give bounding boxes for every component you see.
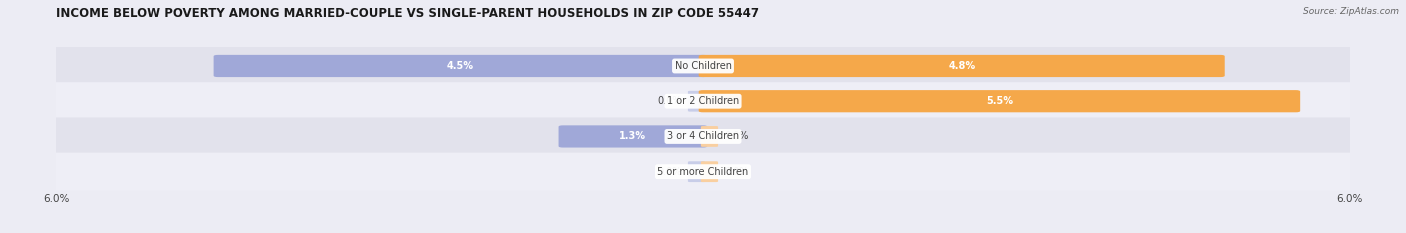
Text: 0.0%: 0.0%: [657, 96, 682, 106]
FancyBboxPatch shape: [688, 91, 706, 112]
FancyBboxPatch shape: [39, 117, 1367, 155]
FancyBboxPatch shape: [699, 55, 1225, 77]
Text: Source: ZipAtlas.com: Source: ZipAtlas.com: [1303, 7, 1399, 16]
FancyBboxPatch shape: [39, 47, 1367, 85]
Text: 1 or 2 Children: 1 or 2 Children: [666, 96, 740, 106]
Text: 5 or more Children: 5 or more Children: [658, 167, 748, 177]
FancyBboxPatch shape: [699, 90, 1301, 112]
Text: 3 or 4 Children: 3 or 4 Children: [666, 131, 740, 141]
FancyBboxPatch shape: [688, 161, 706, 182]
FancyBboxPatch shape: [39, 153, 1367, 191]
Text: INCOME BELOW POVERTY AMONG MARRIED-COUPLE VS SINGLE-PARENT HOUSEHOLDS IN ZIP COD: INCOME BELOW POVERTY AMONG MARRIED-COUPL…: [56, 7, 759, 20]
FancyBboxPatch shape: [39, 82, 1367, 120]
FancyBboxPatch shape: [214, 55, 707, 77]
Text: 5.5%: 5.5%: [986, 96, 1012, 106]
Text: 0.0%: 0.0%: [657, 167, 682, 177]
Text: No Children: No Children: [675, 61, 731, 71]
Text: 4.5%: 4.5%: [447, 61, 474, 71]
FancyBboxPatch shape: [700, 126, 718, 147]
Text: 4.8%: 4.8%: [948, 61, 976, 71]
Text: 0.0%: 0.0%: [724, 131, 749, 141]
Text: 0.0%: 0.0%: [724, 167, 749, 177]
Text: 1.3%: 1.3%: [620, 131, 647, 141]
FancyBboxPatch shape: [558, 125, 707, 147]
FancyBboxPatch shape: [700, 161, 718, 182]
